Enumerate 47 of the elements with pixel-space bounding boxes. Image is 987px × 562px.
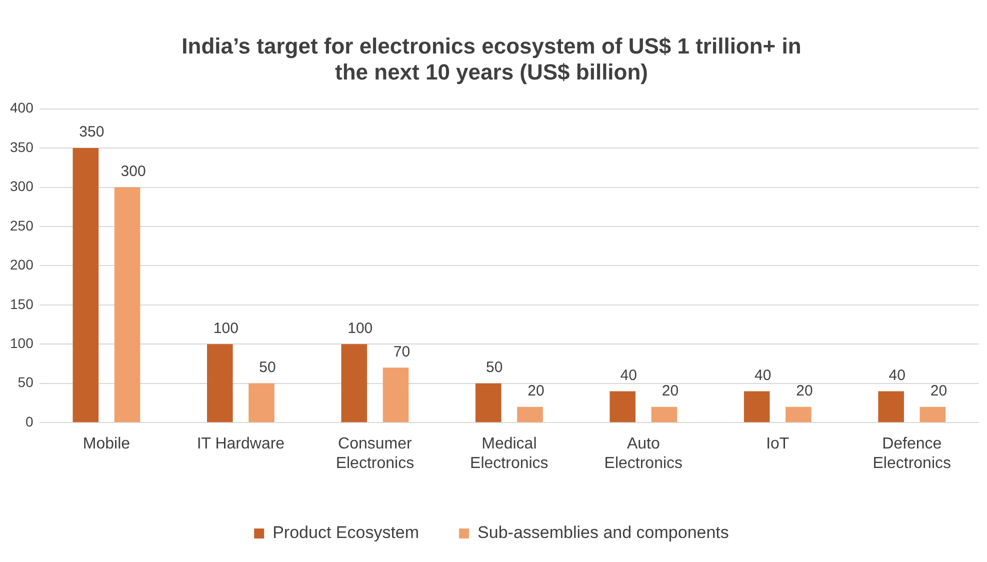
data-label: 40 (620, 366, 637, 384)
y-tick-label: 200 (10, 256, 34, 273)
data-label: 50 (486, 359, 503, 376)
y-tick-label: 300 (10, 178, 34, 194)
data-label: 40 (754, 366, 772, 384)
data-label: 70 (393, 343, 410, 360)
data-label: 100 (213, 320, 238, 337)
x-tick-label: Defence Electronics (872, 436, 952, 472)
bar (878, 391, 904, 422)
x-tick-label: Medical Electronics (470, 436, 548, 472)
bar (72, 148, 99, 422)
bar (341, 344, 368, 422)
bar (475, 383, 502, 422)
bar (114, 187, 140, 422)
y-tick-label: 50 (18, 374, 34, 390)
y-tick-label: 100 (10, 335, 34, 352)
legend-label: Sub-assemblies and components (478, 523, 729, 542)
y-tick-label: 250 (10, 217, 34, 234)
y-tick-label: 150 (10, 296, 34, 312)
x-tick-label: Auto Electronics (604, 436, 683, 472)
data-label: 300 (120, 162, 146, 180)
bar (610, 391, 636, 422)
data-label: 20 (930, 382, 948, 400)
data-label: 350 (79, 124, 104, 141)
legend-label: Product Ecosystem (272, 523, 420, 542)
x-tick-label: IT Hardware (196, 436, 285, 453)
data-label: 40 (888, 366, 906, 384)
bar (207, 344, 233, 422)
chart-title: India’s target for electronics ecosystem of US$ 1 trillion+ in the next 10 years (US$ billion) (182, 33, 802, 85)
x-tick-label: Consumer Electronics (336, 436, 414, 472)
data-label: 20 (528, 382, 544, 400)
data-label: 100 (348, 320, 373, 337)
x-tick-label: IoT (766, 436, 790, 453)
bar (248, 383, 274, 422)
bar (517, 406, 543, 422)
y-tick-label: 400 (10, 100, 34, 116)
bar (920, 406, 946, 422)
data-label: 20 (796, 382, 813, 400)
y-tick-label: 0 (26, 413, 34, 430)
bar (382, 368, 409, 422)
data-label: 50 (259, 359, 276, 376)
y-tick-label: 350 (10, 138, 34, 155)
bar (786, 406, 812, 422)
bar (744, 391, 770, 422)
bar (651, 406, 678, 422)
data-label: 20 (662, 382, 679, 400)
x-tick-label: Mobile (82, 436, 130, 453)
